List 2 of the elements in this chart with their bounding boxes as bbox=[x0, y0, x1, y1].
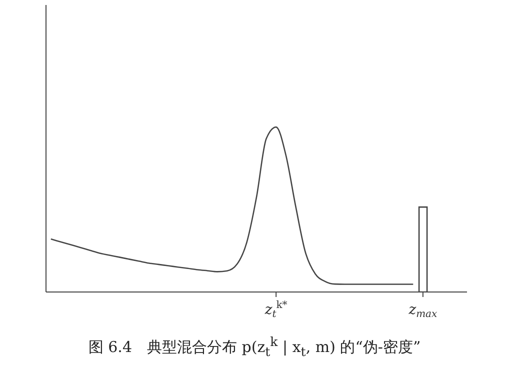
text: 图 6.4 典型混合分布 p(z$_{t}$$^{k}$ | x$_{t}$, m) 的“伪-密度” bbox=[87, 334, 422, 359]
x-tick-label: z$_{max}$ bbox=[408, 302, 438, 320]
